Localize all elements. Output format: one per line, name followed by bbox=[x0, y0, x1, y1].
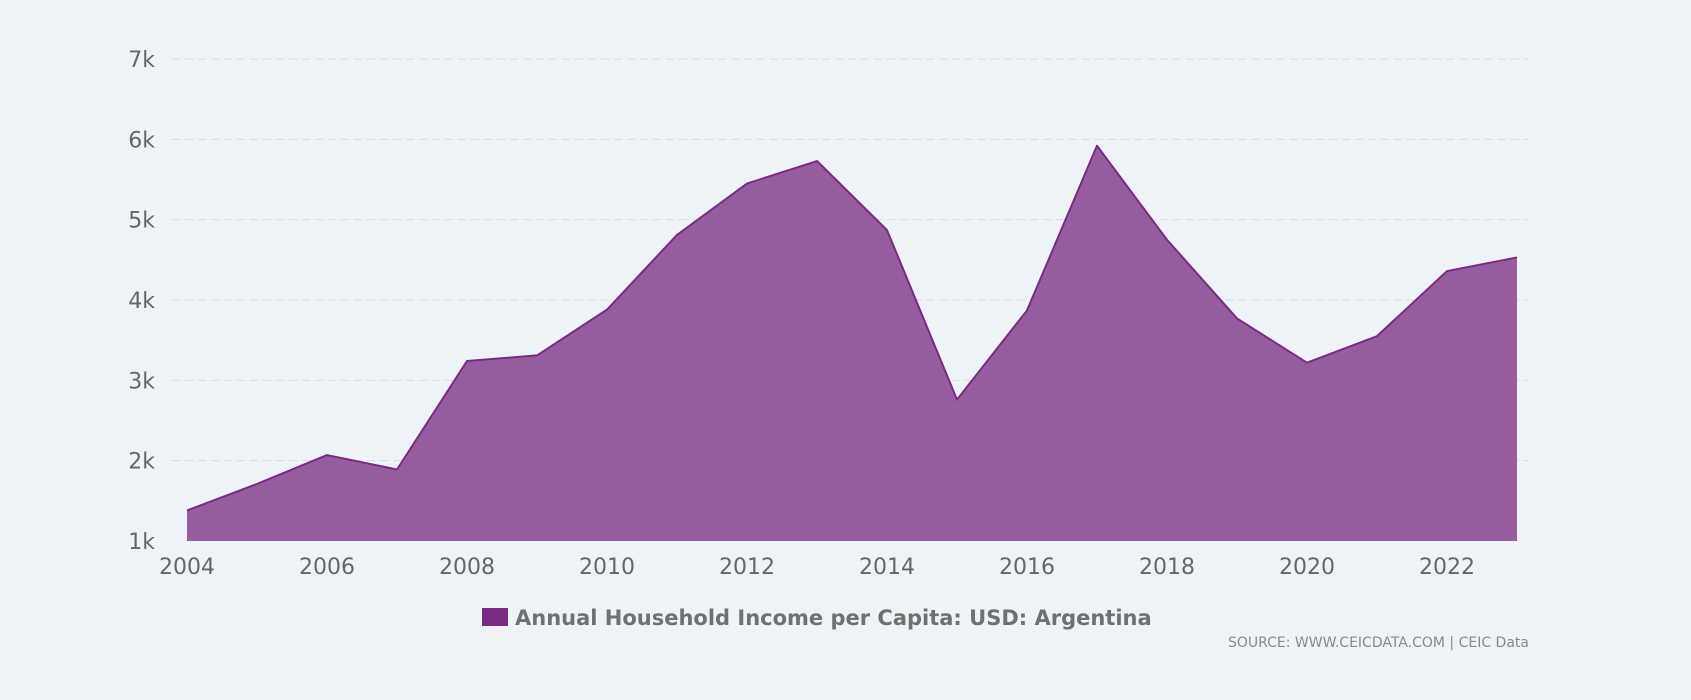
data-point[interactable] bbox=[811, 155, 823, 167]
legend-label[interactable]: Annual Household Income per Capita: USD:… bbox=[515, 606, 1152, 630]
data-point[interactable] bbox=[881, 224, 893, 236]
x-tick-label: 2012 bbox=[719, 555, 775, 580]
data-point[interactable] bbox=[461, 355, 473, 367]
x-tick-label: 2022 bbox=[1419, 555, 1475, 580]
data-point[interactable] bbox=[321, 449, 333, 461]
y-tick-label: 7k bbox=[128, 48, 155, 73]
legend-swatch[interactable] bbox=[482, 608, 508, 626]
data-point[interactable] bbox=[391, 464, 403, 476]
y-axis: 1k 2k 3k 4k 5k 6k 7k bbox=[128, 48, 155, 555]
data-point[interactable] bbox=[1091, 140, 1103, 152]
data-point[interactable] bbox=[1021, 304, 1033, 316]
y-tick-label: 1k bbox=[128, 530, 155, 555]
x-tick-label: 2008 bbox=[439, 555, 495, 580]
x-tick-label: 2018 bbox=[1139, 555, 1195, 580]
x-tick-label: 2016 bbox=[999, 555, 1055, 580]
data-point[interactable] bbox=[601, 304, 613, 316]
data-point[interactable] bbox=[671, 229, 683, 241]
legend[interactable]: Annual Household Income per Capita: USD:… bbox=[482, 606, 1152, 630]
data-point[interactable] bbox=[251, 478, 263, 490]
plot-area bbox=[181, 140, 1523, 541]
data-point[interactable] bbox=[1301, 357, 1313, 369]
y-tick-label: 4k bbox=[128, 289, 155, 314]
data-point[interactable] bbox=[181, 504, 193, 516]
data-point[interactable] bbox=[1231, 312, 1243, 324]
y-tick-label: 5k bbox=[128, 209, 155, 234]
series-area[interactable] bbox=[187, 145, 1517, 541]
data-point[interactable] bbox=[951, 394, 963, 406]
x-tick-label: 2020 bbox=[1279, 555, 1335, 580]
data-point[interactable] bbox=[1441, 265, 1453, 277]
y-tick-label: 6k bbox=[128, 128, 155, 153]
series-line[interactable] bbox=[186, 144, 1518, 512]
x-tick-label: 2004 bbox=[159, 555, 215, 580]
data-point[interactable] bbox=[1161, 234, 1173, 246]
x-axis: 2004 2006 2008 2010 2012 2014 2016 2018 2020 2022 bbox=[159, 555, 1475, 580]
x-tick-label: 2006 bbox=[299, 555, 355, 580]
data-point[interactable] bbox=[741, 178, 753, 190]
y-tick-label: 3k bbox=[128, 369, 155, 394]
data-point[interactable] bbox=[1511, 251, 1523, 263]
x-tick-label: 2014 bbox=[859, 555, 915, 580]
y-tick-label: 2k bbox=[128, 450, 155, 475]
data-point[interactable] bbox=[1371, 330, 1383, 342]
source-label: SOURCE: WWW.CEICDATA.COM | CEIC Data bbox=[1228, 635, 1529, 651]
x-tick-label: 2010 bbox=[579, 555, 635, 580]
data-point[interactable] bbox=[531, 349, 543, 361]
